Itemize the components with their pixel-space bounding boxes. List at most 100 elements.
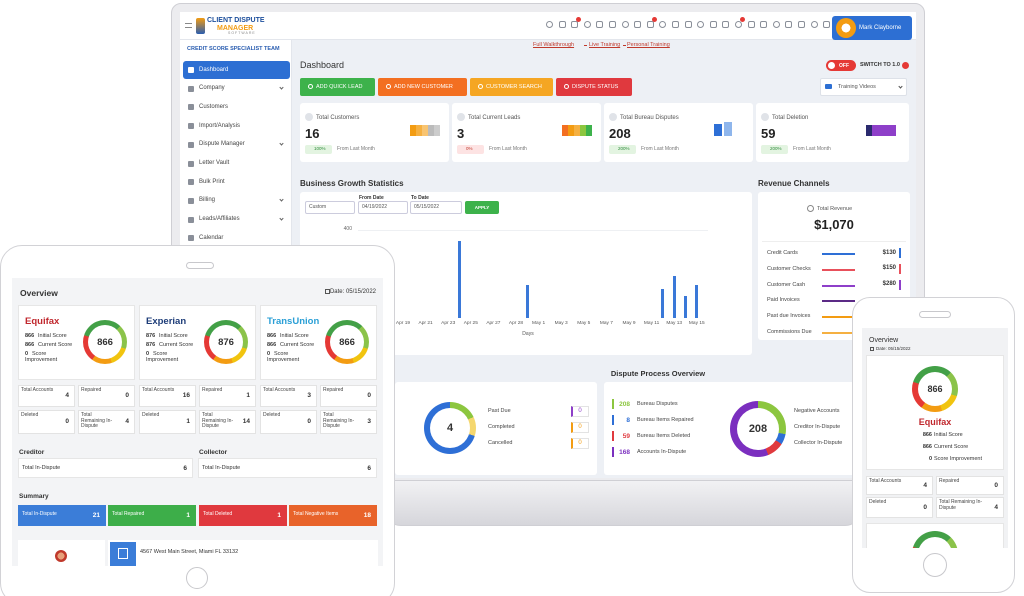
menu-toggle[interactable] bbox=[185, 23, 192, 28]
toolbar-icon[interactable] bbox=[697, 21, 705, 28]
overview-date: Date: 05/15/2022 bbox=[329, 289, 376, 295]
action-button[interactable] bbox=[300, 78, 375, 96]
menu-icon bbox=[188, 235, 194, 242]
menu-item[interactable]: Leads/Affiliates bbox=[199, 216, 240, 223]
x-tick-label: May 1 bbox=[532, 321, 546, 326]
toolbar-icon[interactable] bbox=[558, 21, 566, 28]
action-label[interactable]: CUSTOMER SEARCH bbox=[486, 84, 542, 90]
menu-item[interactable]: Bulk Print bbox=[199, 178, 225, 185]
apply-button[interactable] bbox=[465, 201, 499, 214]
toolbar-icon[interactable] bbox=[823, 21, 831, 28]
toolbar-icon[interactable] bbox=[785, 21, 793, 28]
gauge-score: 876 bbox=[218, 336, 234, 348]
toolbar-icon[interactable] bbox=[735, 21, 742, 28]
tile-label: Total Deleted bbox=[203, 511, 233, 517]
toolbar-icon[interactable] bbox=[798, 21, 805, 28]
change-pill bbox=[305, 145, 332, 154]
bureau-name: Equifax bbox=[918, 417, 952, 427]
toolbar-icon[interactable] bbox=[571, 21, 579, 28]
toolbar-icon[interactable] bbox=[621, 21, 629, 28]
toolbar-icon[interactable] bbox=[810, 21, 818, 28]
type-name: Negative Accounts bbox=[794, 408, 840, 414]
score-label: Score Improvement bbox=[934, 456, 982, 462]
toolbar-icon[interactable] bbox=[634, 21, 642, 28]
action-label[interactable]: ADD QUICK LEAD bbox=[316, 84, 363, 90]
x-tick-label: May 13 bbox=[666, 321, 683, 326]
status-value: 0 bbox=[578, 408, 582, 414]
stat-cell bbox=[18, 385, 75, 407]
summary-title: Summary bbox=[19, 493, 49, 500]
action-label[interactable]: DISPUTE STATUS bbox=[572, 84, 619, 90]
menu-item[interactable]: Import/Analysis bbox=[199, 122, 241, 129]
cell-label: Deleted bbox=[263, 412, 281, 418]
date-input[interactable] bbox=[410, 201, 462, 214]
menu-item[interactable]: Calendar bbox=[199, 234, 224, 241]
toolbar-icon[interactable] bbox=[709, 21, 717, 28]
date-value[interactable]: 04/19/2022 bbox=[362, 204, 388, 210]
bureau-name: TransUnion bbox=[267, 316, 320, 327]
toolbar-icon[interactable] bbox=[760, 21, 768, 28]
improvement-label: Score Improvement bbox=[267, 351, 300, 364]
tablet-home-button[interactable] bbox=[186, 567, 208, 589]
channel-line bbox=[822, 268, 855, 271]
gauge-center bbox=[918, 372, 952, 406]
videos-dropdown[interactable] bbox=[820, 78, 907, 96]
training-link[interactable]: Full Walkthrough bbox=[533, 42, 575, 48]
apply-label[interactable]: APPLY bbox=[474, 205, 490, 210]
phone-home-button[interactable] bbox=[923, 553, 947, 577]
switch-toggle[interactable] bbox=[826, 60, 856, 71]
divider bbox=[762, 241, 906, 242]
bar bbox=[672, 276, 676, 318]
toolbar-icon[interactable] bbox=[747, 21, 755, 28]
channel-line bbox=[822, 332, 855, 334]
address: 4567 West Main Street, Miami FL 33132 bbox=[140, 549, 239, 555]
stat-cell bbox=[199, 385, 256, 407]
cell-label: Total Accounts bbox=[142, 387, 175, 393]
toolbar-icon[interactable] bbox=[609, 21, 616, 28]
mini-graphic bbox=[866, 125, 872, 136]
action-label[interactable]: ADD NEW CUSTOMER bbox=[394, 84, 453, 90]
menu-item[interactable]: Dashboard bbox=[199, 66, 229, 73]
toolbar-icon[interactable] bbox=[659, 21, 667, 28]
menu-item[interactable]: Dispute Manager bbox=[199, 141, 245, 148]
range-select[interactable] bbox=[305, 201, 355, 214]
toolbar-icon[interactable] bbox=[596, 21, 604, 28]
date-input[interactable] bbox=[358, 201, 408, 214]
toolbar-icon[interactable] bbox=[646, 21, 654, 28]
toolbar-icon[interactable] bbox=[583, 21, 591, 28]
menu-item[interactable]: Customers bbox=[199, 103, 229, 110]
action-button[interactable] bbox=[470, 78, 553, 96]
range-value[interactable]: Custom bbox=[309, 204, 327, 210]
toolbar-icon[interactable] bbox=[546, 21, 553, 28]
gauge-score: 866 bbox=[97, 336, 113, 348]
videos-label[interactable]: Training Videos bbox=[838, 84, 876, 90]
current-label: Current Score bbox=[280, 342, 315, 348]
menu-item[interactable]: Billing bbox=[199, 197, 216, 204]
toolbar-icon[interactable] bbox=[672, 21, 679, 28]
summary-tile bbox=[199, 505, 287, 526]
summary-tile bbox=[289, 505, 377, 526]
stat-change: 200% bbox=[618, 146, 630, 151]
toolbar-icon[interactable] bbox=[722, 21, 730, 28]
toolbar-icon[interactable] bbox=[684, 21, 692, 28]
bureau-name: Equifax bbox=[25, 316, 60, 327]
cell-value: 4 bbox=[994, 503, 998, 511]
cell-value: 0 bbox=[367, 392, 371, 399]
toolbar-icon[interactable] bbox=[772, 21, 780, 28]
menu-icon bbox=[188, 179, 194, 186]
action-button[interactable] bbox=[378, 78, 467, 96]
menu-active bbox=[183, 61, 290, 79]
menu-item[interactable]: Letter Vault bbox=[199, 160, 230, 166]
team-name: CREDIT SCORE SPECIALIST TEAM bbox=[187, 46, 280, 52]
menu-icon bbox=[188, 141, 194, 148]
x-tick-label: Apr 23 bbox=[441, 321, 456, 326]
training-link[interactable]: Personal Training bbox=[627, 42, 670, 48]
action-button[interactable] bbox=[556, 78, 632, 96]
date-value[interactable]: 05/15/2022 bbox=[414, 204, 440, 210]
mini-graphic bbox=[422, 125, 428, 136]
menu-item[interactable]: Company bbox=[199, 85, 225, 92]
training-link[interactable]: Live Training bbox=[589, 42, 621, 48]
gauge-center bbox=[330, 325, 364, 359]
stat-cell bbox=[866, 497, 933, 518]
section-title: Business Growth Statistics bbox=[300, 179, 404, 188]
